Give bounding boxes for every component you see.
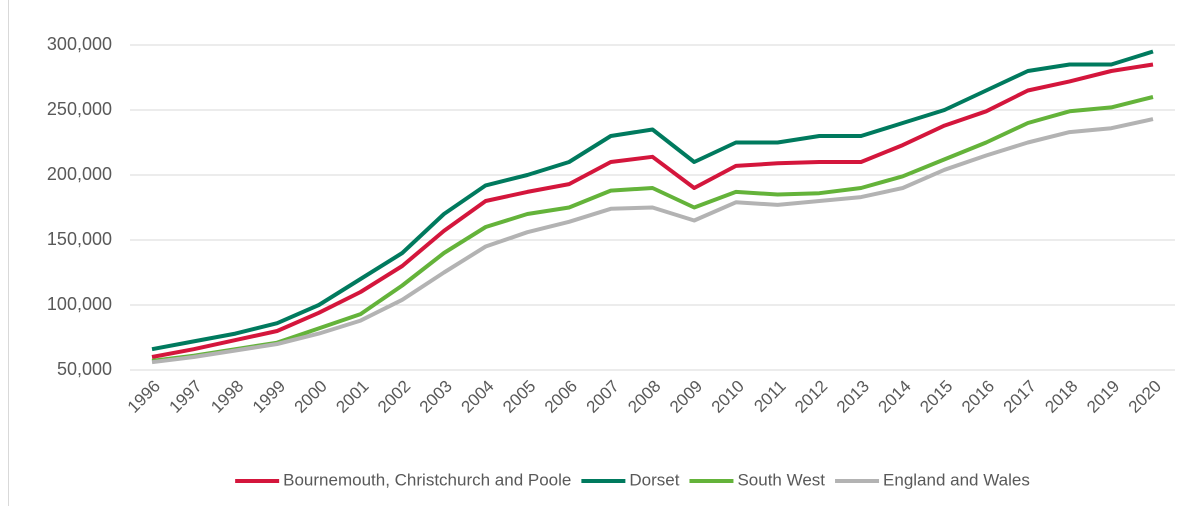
- x-tick-label: 2020: [1125, 377, 1165, 417]
- series-line: [151, 95, 1154, 363]
- x-tick-label: 2004: [457, 377, 497, 417]
- legend-label: Dorset: [629, 470, 679, 489]
- x-tick-label: 1998: [207, 377, 247, 417]
- x-tick-label: 1997: [166, 377, 206, 417]
- x-tick-label: 2005: [499, 377, 539, 417]
- legend-label: England and Wales: [883, 470, 1030, 489]
- x-tick-label: 2015: [916, 377, 956, 417]
- x-tick-label: 2000: [291, 377, 331, 417]
- legend-label: South West: [737, 470, 825, 489]
- x-tick-label: 2019: [1083, 377, 1123, 417]
- y-tick-label: 150,000: [47, 229, 112, 249]
- series-line: [151, 117, 1154, 365]
- x-tick-label: 2017: [1000, 377, 1040, 417]
- series-line: [151, 49, 1154, 352]
- x-tick-label: 2016: [958, 377, 998, 417]
- x-tick-label: 2011: [750, 377, 789, 416]
- y-tick-label: 50,000: [57, 359, 112, 379]
- x-tick-label: 1999: [249, 377, 289, 417]
- x-tick-label: 2012: [791, 377, 831, 417]
- x-tick-label: 2001: [332, 377, 372, 417]
- x-tick-label: 2009: [666, 377, 706, 417]
- x-tick-label: 2008: [624, 377, 664, 417]
- y-tick-label: 200,000: [47, 164, 112, 184]
- series-line: [151, 62, 1154, 359]
- x-tick-label: 2018: [1041, 377, 1081, 417]
- y-tick-label: 250,000: [47, 99, 112, 119]
- y-tick-label: 100,000: [47, 294, 112, 314]
- legend-label: Bournemouth, Christchurch and Poole: [283, 470, 571, 489]
- x-tick-label: 2013: [833, 377, 873, 417]
- y-tick-label: 300,000: [47, 34, 112, 54]
- x-tick-label: 2003: [416, 377, 456, 417]
- x-tick-label: 2006: [541, 377, 581, 417]
- x-tick-label: 1996: [124, 377, 164, 417]
- x-tick-label: 2010: [708, 377, 748, 417]
- x-tick-label: 2014: [875, 377, 915, 417]
- x-tick-label: 2007: [583, 377, 623, 417]
- x-tick-label: 2002: [374, 377, 414, 417]
